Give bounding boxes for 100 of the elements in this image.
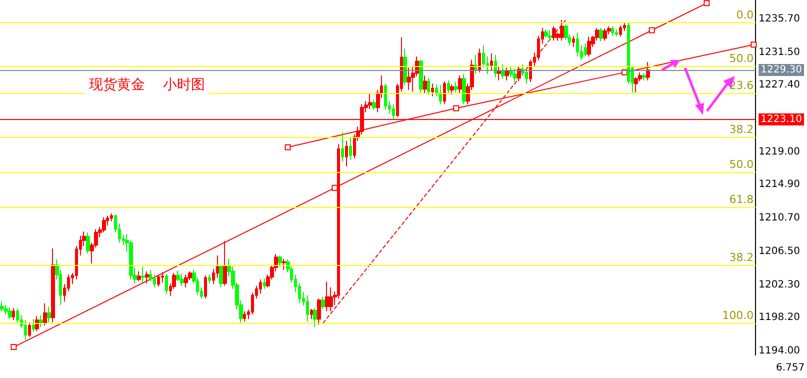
y-tick-label: 1206.50 <box>758 246 800 258</box>
candlestick <box>423 75 427 94</box>
candlestick <box>86 232 90 254</box>
candlestick <box>208 274 211 284</box>
point <box>704 0 710 6</box>
candlestick <box>157 274 160 288</box>
candlestick <box>458 75 462 94</box>
candlestick <box>576 32 579 58</box>
candlestick <box>501 64 505 80</box>
point <box>453 105 460 112</box>
candlestick <box>474 54 477 75</box>
candlestick <box>47 306 51 323</box>
candlestick <box>145 270 149 284</box>
candlestick <box>462 74 466 105</box>
candlestick <box>427 78 430 96</box>
annotation: 0.0 <box>736 8 754 22</box>
candlestick <box>321 296 325 310</box>
candlestick <box>317 298 321 326</box>
candlestick <box>517 66 521 82</box>
candlestick <box>392 104 395 120</box>
candlestick <box>153 274 156 288</box>
candlestick <box>223 240 227 286</box>
candlestick <box>505 67 509 81</box>
candlestick <box>282 258 286 270</box>
y-tick-label: 1210.70 <box>758 212 800 224</box>
candlestick <box>431 83 434 97</box>
candlestick <box>32 318 35 332</box>
annotation: 38.2 <box>729 122 754 136</box>
annotation: 38.2 <box>729 251 754 264</box>
candlestick <box>310 308 313 320</box>
candlestick <box>313 308 317 328</box>
y-tick-label: 1227.40 <box>758 80 800 91</box>
annotation: 100.0 <box>722 309 754 322</box>
candlestick <box>368 92 372 110</box>
candlestick <box>184 274 188 288</box>
y-tick-label: 1194.00 <box>758 346 800 357</box>
candlestick <box>611 26 614 36</box>
candlestick <box>141 266 145 284</box>
candlestick <box>439 84 442 105</box>
candlestick <box>43 302 47 326</box>
candlestick <box>634 76 638 93</box>
candlestick <box>8 306 12 320</box>
y-tick-label: 1202.30 <box>758 279 800 290</box>
candlestick <box>603 28 607 42</box>
annotation: 61.8 <box>729 192 754 206</box>
candlestick <box>615 28 618 36</box>
candlestick <box>161 272 164 284</box>
candlestick <box>599 27 603 42</box>
candlestick <box>219 264 223 288</box>
candlestick <box>28 322 31 338</box>
text: 现货黄金 小时图 <box>89 77 205 93</box>
candlestick <box>35 316 39 332</box>
candlestick <box>497 66 501 81</box>
point <box>648 27 655 34</box>
candlestick <box>403 48 407 86</box>
y-tick-label: 1219.00 <box>758 146 800 158</box>
candlestick <box>12 308 15 320</box>
candlestick <box>509 66 513 78</box>
y-tick-label: 1223.10 <box>760 114 802 125</box>
candlestick <box>102 216 106 233</box>
candlestick <box>478 48 481 73</box>
annotation: 50.0 <box>729 52 754 66</box>
candlestick <box>263 278 266 290</box>
candlestick <box>619 24 622 38</box>
candlestick <box>584 43 587 58</box>
candlestick <box>325 281 329 312</box>
candlestick <box>544 28 548 38</box>
annotation: 50.0 <box>729 158 754 171</box>
candlestick <box>51 248 55 323</box>
point <box>284 144 291 150</box>
candlestick <box>407 67 411 90</box>
candlestick <box>525 68 528 84</box>
y-tick-label: 1235.70 <box>758 14 800 25</box>
candlestick <box>165 273 168 294</box>
candlestick <box>4 304 8 315</box>
candlestick <box>243 310 246 322</box>
candlestick <box>548 30 552 42</box>
candlestick <box>447 80 450 94</box>
point <box>10 344 17 350</box>
candlestick <box>306 294 309 322</box>
candlestick <box>24 319 27 340</box>
candlestick <box>341 132 344 162</box>
candlestick <box>572 35 575 48</box>
candlestick <box>450 84 454 96</box>
candlestick <box>642 72 646 81</box>
candlestick <box>0 301 4 312</box>
candlestick <box>110 212 113 222</box>
candlestick <box>552 26 556 42</box>
candlestick <box>180 273 184 286</box>
candlestick <box>490 52 493 72</box>
y-tick-label: 1231.50 <box>758 47 800 58</box>
candlestick <box>513 68 517 82</box>
candlestick <box>384 83 387 110</box>
text: 6.757 <box>776 362 805 374</box>
candlestick <box>259 278 262 294</box>
candlestick <box>587 36 591 58</box>
candlestick <box>137 270 141 282</box>
candlestick <box>349 137 352 160</box>
y-tick-label: 1214.90 <box>758 179 800 190</box>
candlestick <box>278 255 282 268</box>
